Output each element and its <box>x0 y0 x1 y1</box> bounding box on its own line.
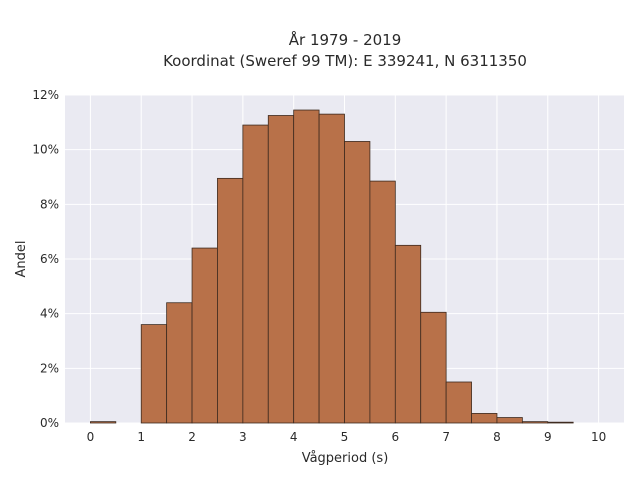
histogram-bar <box>293 109 320 424</box>
histogram-bar <box>420 311 447 424</box>
histogram-bar <box>471 413 498 424</box>
x-tick-label: 8 <box>493 430 501 444</box>
histogram-bar <box>496 417 523 424</box>
histogram-bar <box>445 381 472 424</box>
y-axis-label: Andel <box>14 241 29 278</box>
histogram-bar <box>369 180 396 424</box>
histogram-bar <box>90 421 117 424</box>
x-tick-label: 6 <box>391 430 399 444</box>
histogram-bar <box>191 247 218 424</box>
histogram-bar <box>344 141 371 424</box>
x-tick-label: 5 <box>341 430 349 444</box>
x-tick-label: 3 <box>239 430 247 444</box>
histogram-bar <box>140 324 168 424</box>
histogram-bar <box>394 244 422 424</box>
bars <box>90 109 574 424</box>
x-tick-label: 2 <box>188 430 196 444</box>
histogram-bar <box>521 421 549 424</box>
histogram-bar <box>166 302 193 424</box>
histogram-bar <box>267 115 295 424</box>
tick-labels: 0 1 2 3 4 5 6 7 8 9 10 0% 2% 4% 6% 8% 10% 12% <box>32 88 606 444</box>
histogram-bar <box>217 177 244 424</box>
x-tick-label: 7 <box>442 430 450 444</box>
chart-subtitle: Koordinat (Sweref 99 TM): E 339241, N 63… <box>163 52 527 70</box>
x-tick-label: 9 <box>544 430 552 444</box>
y-tick-label: 6% <box>40 252 59 266</box>
y-tick-label: 2% <box>40 361 59 375</box>
x-axis-label: Vågperiod (s) <box>302 451 389 466</box>
y-tick-label: 4% <box>40 307 59 321</box>
histogram-bar <box>547 421 574 424</box>
x-tick-label: 1 <box>137 430 145 444</box>
x-tick-label: 0 <box>87 430 95 444</box>
y-tick-label: 10% <box>32 143 59 157</box>
y-tick-label: 12% <box>32 88 59 102</box>
chart-title: År 1979 - 2019 <box>289 30 402 49</box>
x-tick-label: 10 <box>591 430 606 444</box>
x-tick-label: 4 <box>290 430 298 444</box>
histogram-bar <box>318 113 345 424</box>
y-tick-label: 0% <box>40 416 59 430</box>
histogram-bar <box>242 124 269 424</box>
y-tick-label: 8% <box>40 197 59 211</box>
